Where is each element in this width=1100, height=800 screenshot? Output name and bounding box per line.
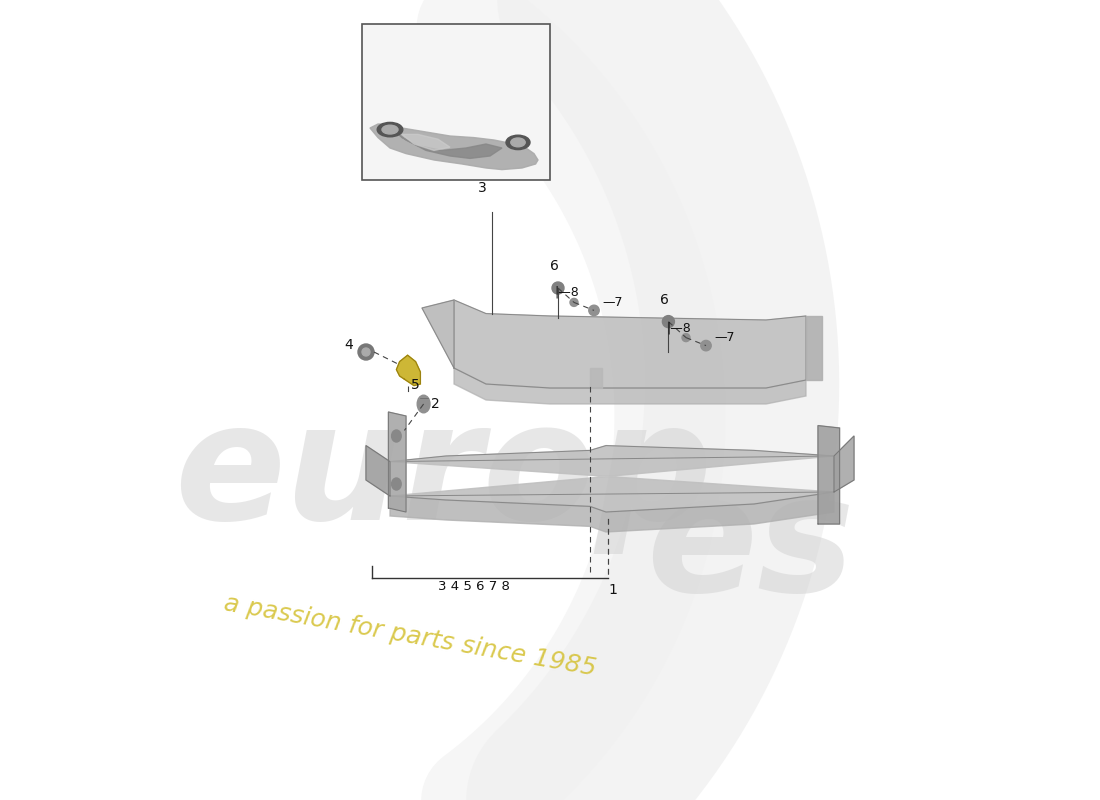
Text: |—8: |—8 bbox=[554, 286, 579, 299]
Text: a passion for parts since 1985: a passion for parts since 1985 bbox=[222, 592, 598, 681]
Text: 4: 4 bbox=[344, 338, 353, 352]
Text: 3 4 5 6 7 8: 3 4 5 6 7 8 bbox=[438, 581, 510, 594]
Text: europ: europ bbox=[174, 395, 713, 554]
Ellipse shape bbox=[570, 298, 578, 306]
Polygon shape bbox=[390, 446, 834, 512]
Ellipse shape bbox=[392, 478, 402, 490]
Polygon shape bbox=[454, 300, 806, 388]
Polygon shape bbox=[390, 492, 834, 532]
Ellipse shape bbox=[588, 306, 600, 315]
Ellipse shape bbox=[377, 122, 403, 137]
Ellipse shape bbox=[682, 334, 690, 342]
Ellipse shape bbox=[358, 344, 374, 360]
Text: 1: 1 bbox=[608, 582, 617, 597]
Ellipse shape bbox=[392, 430, 402, 442]
Polygon shape bbox=[388, 412, 406, 512]
Polygon shape bbox=[370, 124, 538, 170]
Polygon shape bbox=[394, 130, 502, 158]
Polygon shape bbox=[366, 446, 390, 496]
Text: 2: 2 bbox=[431, 397, 440, 411]
Ellipse shape bbox=[382, 126, 398, 134]
Text: —7: —7 bbox=[714, 331, 735, 344]
Text: es: es bbox=[646, 467, 855, 626]
Polygon shape bbox=[590, 368, 602, 388]
Polygon shape bbox=[402, 134, 450, 150]
Text: 6: 6 bbox=[550, 259, 559, 274]
Ellipse shape bbox=[510, 138, 525, 147]
Bar bbox=[362, 24, 550, 180]
Text: |—8: |—8 bbox=[666, 322, 691, 334]
Polygon shape bbox=[818, 426, 839, 524]
Text: 5: 5 bbox=[411, 378, 420, 392]
Ellipse shape bbox=[662, 315, 674, 328]
Text: 3: 3 bbox=[477, 181, 486, 195]
Polygon shape bbox=[834, 436, 854, 492]
Ellipse shape bbox=[506, 135, 530, 150]
Polygon shape bbox=[396, 355, 420, 386]
Ellipse shape bbox=[417, 395, 430, 413]
Text: 6: 6 bbox=[660, 293, 669, 307]
Ellipse shape bbox=[552, 282, 564, 294]
Polygon shape bbox=[806, 316, 822, 380]
Polygon shape bbox=[422, 300, 454, 368]
Ellipse shape bbox=[701, 341, 712, 350]
Text: —7: —7 bbox=[602, 296, 623, 309]
Polygon shape bbox=[454, 368, 806, 404]
Ellipse shape bbox=[362, 348, 370, 356]
